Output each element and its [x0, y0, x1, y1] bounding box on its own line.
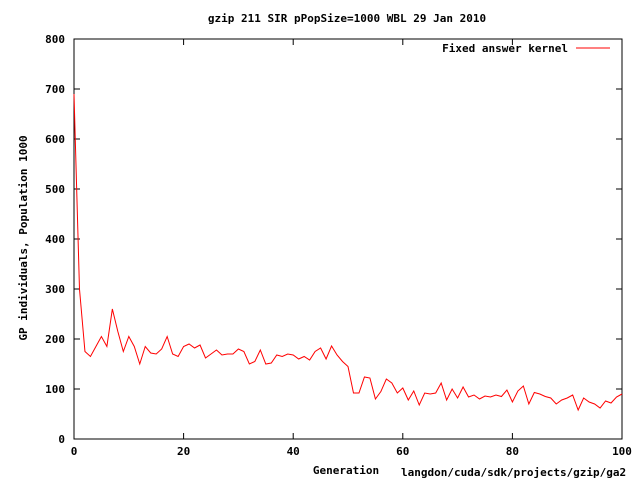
footer-path-text: langdon/cuda/sdk/projects/gzip/ga2	[401, 466, 626, 479]
y-tick-label: 400	[45, 233, 65, 246]
plot-frame	[73, 38, 623, 440]
legend: Fixed answer kernel	[442, 42, 610, 55]
y-tick-label: 200	[45, 333, 65, 346]
chart-title: gzip 211 SIR pPopSize=1000 WBL 29 Jan 20…	[208, 12, 486, 25]
x-axis-label: Generation	[313, 464, 379, 477]
series-layer	[73, 93, 623, 412]
y-tick-label: 800	[45, 33, 65, 46]
tick-labels: 0 20 40 60 80 100 0 100 200 300 400 500 600 700 800	[45, 33, 632, 458]
x-tick-label: 60	[396, 445, 409, 458]
y-tick-label: 300	[45, 283, 65, 296]
y-axis-label: GP individuals, Population 1000	[17, 135, 30, 340]
y-tick-label: 600	[45, 133, 65, 146]
x-tick-label: 80	[506, 445, 519, 458]
x-tick-label: 100	[612, 445, 632, 458]
x-tick-label: 20	[177, 445, 190, 458]
y-tick-label: 700	[45, 83, 65, 96]
x-tick-label: 0	[71, 445, 78, 458]
series-line-0	[73, 93, 623, 412]
y-tick-label: 100	[45, 383, 65, 396]
y-tick-label: 0	[58, 433, 65, 446]
y-tick-label: 500	[45, 183, 65, 196]
axis-ticks	[73, 38, 623, 440]
plot-border	[73, 38, 623, 440]
legend-label: Fixed answer kernel	[442, 42, 568, 55]
x-tick-label: 40	[287, 445, 300, 458]
